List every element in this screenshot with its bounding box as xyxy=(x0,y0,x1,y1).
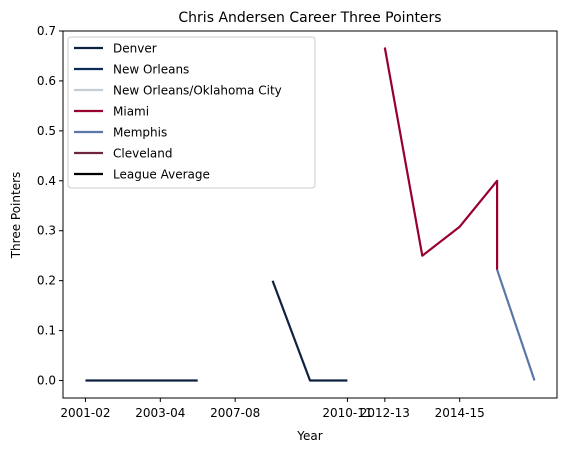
y-tick-label: 0.6 xyxy=(37,74,56,88)
legend-label: New Orleans xyxy=(113,63,189,77)
y-axis: 0.0 0.1 0.2 0.3 0.4 0.5 0.6 0.7 xyxy=(37,24,63,388)
legend-label: Memphis xyxy=(113,126,167,140)
y-tick-label: 0.7 xyxy=(37,24,56,38)
x-tick-label: 2014-15 xyxy=(435,406,485,420)
legend-label: New Orleans/Oklahoma City xyxy=(113,84,282,98)
legend-label: Miami xyxy=(113,105,149,119)
series-line-miami xyxy=(383,47,499,270)
chart-title: Chris Andersen Career Three Pointers xyxy=(178,10,441,26)
y-tick-label: 0.4 xyxy=(37,174,56,188)
legend-box xyxy=(67,36,316,189)
series-line-memphis xyxy=(496,269,536,381)
y-axis-label: Three Pointers xyxy=(9,172,23,260)
y-tick-label: 0.0 xyxy=(37,374,56,388)
x-tick-label: 2010-11 xyxy=(322,406,372,420)
y-tick-label: 0.2 xyxy=(37,274,56,288)
x-tick-label: 2001-02 xyxy=(60,406,110,420)
legend-label: Denver xyxy=(113,42,157,56)
plot-frame xyxy=(62,30,558,399)
y-tick-label: 0.1 xyxy=(37,324,56,338)
x-axis-label: Year xyxy=(296,429,322,443)
y-tick-label: 0.5 xyxy=(37,124,56,138)
series-line-unlabeled-7 xyxy=(271,280,348,382)
legend: Denver New Orleans New Orleans/Oklahoma Ci… xyxy=(67,36,316,189)
series-lines xyxy=(85,47,536,382)
legend-label: League Average xyxy=(113,168,210,182)
x-tick-label: 2007-08 xyxy=(210,406,260,420)
x-tick-label: 2012-13 xyxy=(360,406,410,420)
x-tick-label: 2003-04 xyxy=(135,406,185,420)
y-tick-label: 0.3 xyxy=(37,224,56,238)
legend-label: Cleveland xyxy=(113,147,173,161)
